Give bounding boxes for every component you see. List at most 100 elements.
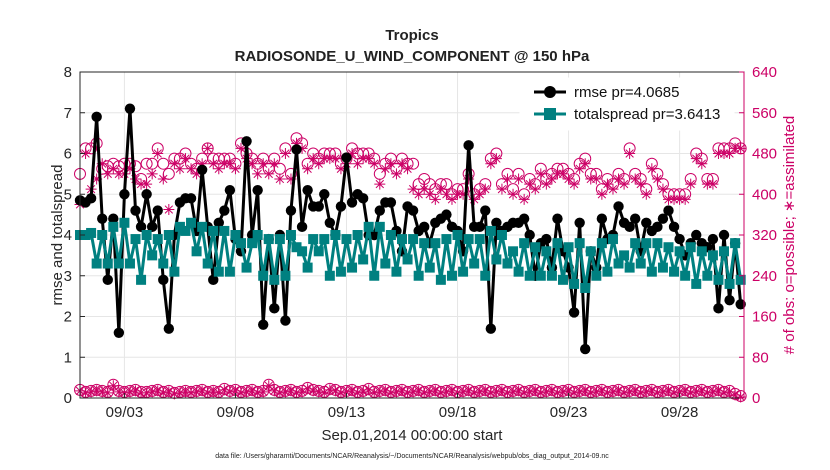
obs-assimilated-point [241, 386, 253, 398]
obs-assimilated-point [446, 193, 458, 205]
obs-assimilated-point [130, 385, 142, 397]
totalspread-point [652, 238, 663, 249]
obs-assimilated-point [707, 386, 719, 398]
x-tick-label: 09/08 [217, 404, 255, 421]
obs-assimilated-point [690, 386, 702, 398]
totalspread-point [502, 258, 513, 269]
obs-assimilated-point [107, 380, 119, 392]
totalspread-point [619, 250, 630, 261]
rmse-point [691, 229, 702, 241]
totalspread-point [669, 266, 680, 277]
totalspread-point [291, 242, 302, 253]
rmse-point [441, 209, 452, 220]
obs-assimilated-point [685, 387, 697, 399]
y-right-tick-label: 0 [752, 390, 760, 407]
obs-assimilated-point [407, 183, 419, 195]
obs-assimilated-point [357, 386, 369, 398]
obs-assimilated-point [485, 387, 497, 399]
obs-assimilated-point [385, 387, 397, 399]
y-left-tick-label: 5 [64, 186, 72, 203]
totalspread-point [452, 230, 463, 240]
rmse-point [407, 205, 419, 216]
obs-assimilated-point [424, 188, 436, 200]
obs-assimilated-point [285, 173, 297, 185]
obs-assimilated-point [168, 388, 180, 400]
obs-assimilated-point [557, 168, 569, 180]
totalspread-point [152, 234, 163, 245]
obs-assimilated-point [229, 163, 241, 175]
y-axis-left-label: rmse and totalspread [49, 165, 66, 306]
y-right-tick-label: 560 [752, 105, 777, 122]
obs-assimilated-point [696, 158, 708, 170]
rmse-point [419, 221, 430, 233]
obs-assimilated-point [618, 387, 630, 399]
obs-assimilated-point [374, 386, 386, 398]
obs-assimilated-point [646, 163, 658, 175]
obs-assimilated-point [346, 385, 358, 397]
data-file-footnote: data file: /Users/gharamti/Documents/NCA… [215, 453, 609, 460]
obs-assimilated-point [718, 387, 730, 399]
obs-assimilated-point [496, 385, 508, 397]
totalspread-point [430, 238, 441, 249]
rmse-point [313, 201, 324, 212]
totalspread-point [602, 266, 613, 277]
rmse-point [269, 303, 280, 314]
obs-assimilated-point [218, 384, 230, 396]
totalspread-point [369, 270, 380, 281]
obs-assimilated-point [613, 385, 625, 397]
rmse-point [518, 213, 530, 224]
obs-assimilated-point [207, 386, 219, 398]
rmse-point [102, 274, 113, 286]
obs-assimilated-point [596, 385, 608, 397]
obs-assimilated-point [146, 386, 158, 398]
obs-assimilated-point [174, 387, 186, 399]
rmse-point [613, 201, 624, 212]
rmse-point [280, 315, 291, 326]
rmse-point [258, 319, 269, 330]
rmse-point [652, 221, 663, 233]
obs-assimilated-point [429, 193, 441, 205]
totalspread-point [696, 246, 707, 257]
obs-assimilated-point [379, 385, 391, 397]
obs-assimilated-point [168, 158, 180, 170]
legend-totalspread-marker [544, 108, 556, 120]
obs-assimilated-point [146, 168, 158, 180]
totalspread-point [397, 234, 408, 245]
obs-assimilated-point [540, 178, 552, 190]
rmse-point [291, 144, 302, 155]
totalspread-point [674, 246, 685, 257]
legend-rmse-marker [544, 86, 556, 98]
obs-assimilated-point [568, 387, 580, 399]
rmse-point [119, 189, 130, 200]
totalspread-point [363, 221, 374, 232]
obs-assimilated-point [352, 387, 364, 399]
obs-assimilated-point [524, 386, 536, 398]
obs-assimilated-point [313, 158, 325, 170]
totalspread-point [252, 230, 263, 240]
obs-assimilated-point [307, 153, 319, 165]
totalspread-point [485, 225, 496, 236]
obs-assimilated-point [135, 387, 147, 399]
obs-assimilated-point [296, 142, 308, 154]
obs-assimilated-point [585, 173, 597, 185]
obs-assimilated-point [85, 386, 97, 398]
rmse-point [718, 229, 730, 241]
obs-assimilated-point [535, 168, 547, 180]
obs-assimilated-point [102, 168, 114, 180]
obs-assimilated-point [568, 178, 580, 190]
y-axis-right-label: # of obs: o=possible; ∗=assimilated [781, 116, 798, 355]
y-axis-left-ticks: 0 1 2 3 4 5 6 7 8 [64, 64, 85, 407]
totalspread-point [724, 278, 735, 289]
totalspread-point [446, 270, 457, 281]
obs-assimilated-point [268, 385, 280, 397]
totalspread-point [174, 221, 185, 232]
totalspread-point [580, 282, 591, 293]
obs-assimilated-point [607, 183, 619, 195]
totalspread-point [552, 238, 563, 249]
obs-assimilated-point [529, 385, 541, 397]
obs-assimilated-point [513, 173, 525, 185]
totalspread-point [563, 242, 574, 253]
rmse-point [724, 295, 735, 306]
obs-assimilated-point [340, 386, 352, 398]
x-tick-label: 09/23 [550, 404, 588, 421]
